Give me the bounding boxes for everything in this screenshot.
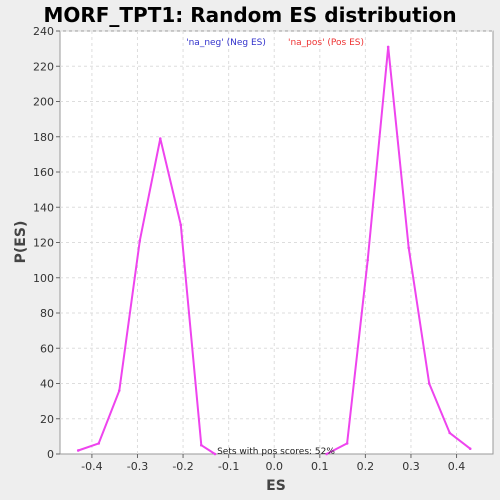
x-tick-label: -0.1 [218, 460, 239, 473]
x-tick-label: 0.1 [311, 460, 329, 473]
data-point [117, 389, 121, 392]
data-point [468, 447, 472, 451]
x-tick-label: -0.4 [81, 460, 102, 473]
series-lines [76, 45, 472, 456]
data-point [448, 431, 452, 435]
data-point [97, 442, 101, 445]
y-tick-label: 20 [40, 413, 54, 426]
y-tick-label: 200 [33, 96, 54, 109]
data-point [386, 45, 390, 49]
y-axis-label: P(ES) [13, 221, 29, 264]
x-tick-label: -0.2 [172, 460, 193, 473]
data-point [407, 246, 410, 250]
data-point [138, 239, 142, 243]
data-point [213, 452, 217, 456]
y-tick-label: 140 [33, 201, 54, 214]
data-point [199, 443, 203, 447]
x-tick-label: -0.3 [127, 460, 148, 473]
data-point [179, 223, 183, 227]
y-tick-label: 80 [40, 307, 54, 320]
series-line-1 [326, 45, 471, 455]
legend: 'na_neg' (Neg ES) 'na_pos' (Pos ES) [186, 38, 364, 48]
x-tick-label: 0.0 [265, 460, 283, 473]
legend-neg: 'na_neg' (Neg ES) [186, 38, 266, 48]
chart-title: MORF_TPT1: Random ES distribution [43, 3, 456, 27]
y-tick-label: 100 [33, 272, 54, 285]
y-tick-label: 60 [40, 342, 54, 355]
y-tick-label: 120 [33, 237, 54, 250]
pos-score-annotation: Sets with pos scores: 52% [217, 447, 335, 457]
y-tick-label: 40 [40, 378, 54, 391]
y-axis: 0 20 40 60 80 100 120 140 160 180 200 220 240 [33, 25, 60, 461]
y-tick-label: 160 [33, 166, 54, 179]
x-tick-label: 0.3 [402, 460, 420, 473]
data-point [158, 137, 162, 140]
data-point [366, 258, 369, 262]
data-point [76, 449, 80, 452]
data-point [345, 442, 349, 445]
legend-pos: 'na_pos' (Pos ES) [288, 38, 364, 48]
y-tick-label: 180 [33, 131, 54, 144]
x-tick-label: 0.4 [448, 460, 466, 473]
data-point [427, 382, 431, 385]
series-line-0 [77, 137, 216, 455]
x-axis-label: ES [266, 478, 286, 494]
x-tick-label: 0.2 [357, 460, 375, 473]
y-tick-label: 0 [47, 448, 54, 461]
y-tick-label: 220 [33, 60, 54, 73]
x-axis: -0.4 -0.3 -0.2 -0.1 0.0 0.1 0.2 0.3 0.4 [81, 454, 465, 473]
y-tick-label: 240 [33, 25, 54, 38]
data-point [325, 452, 328, 456]
